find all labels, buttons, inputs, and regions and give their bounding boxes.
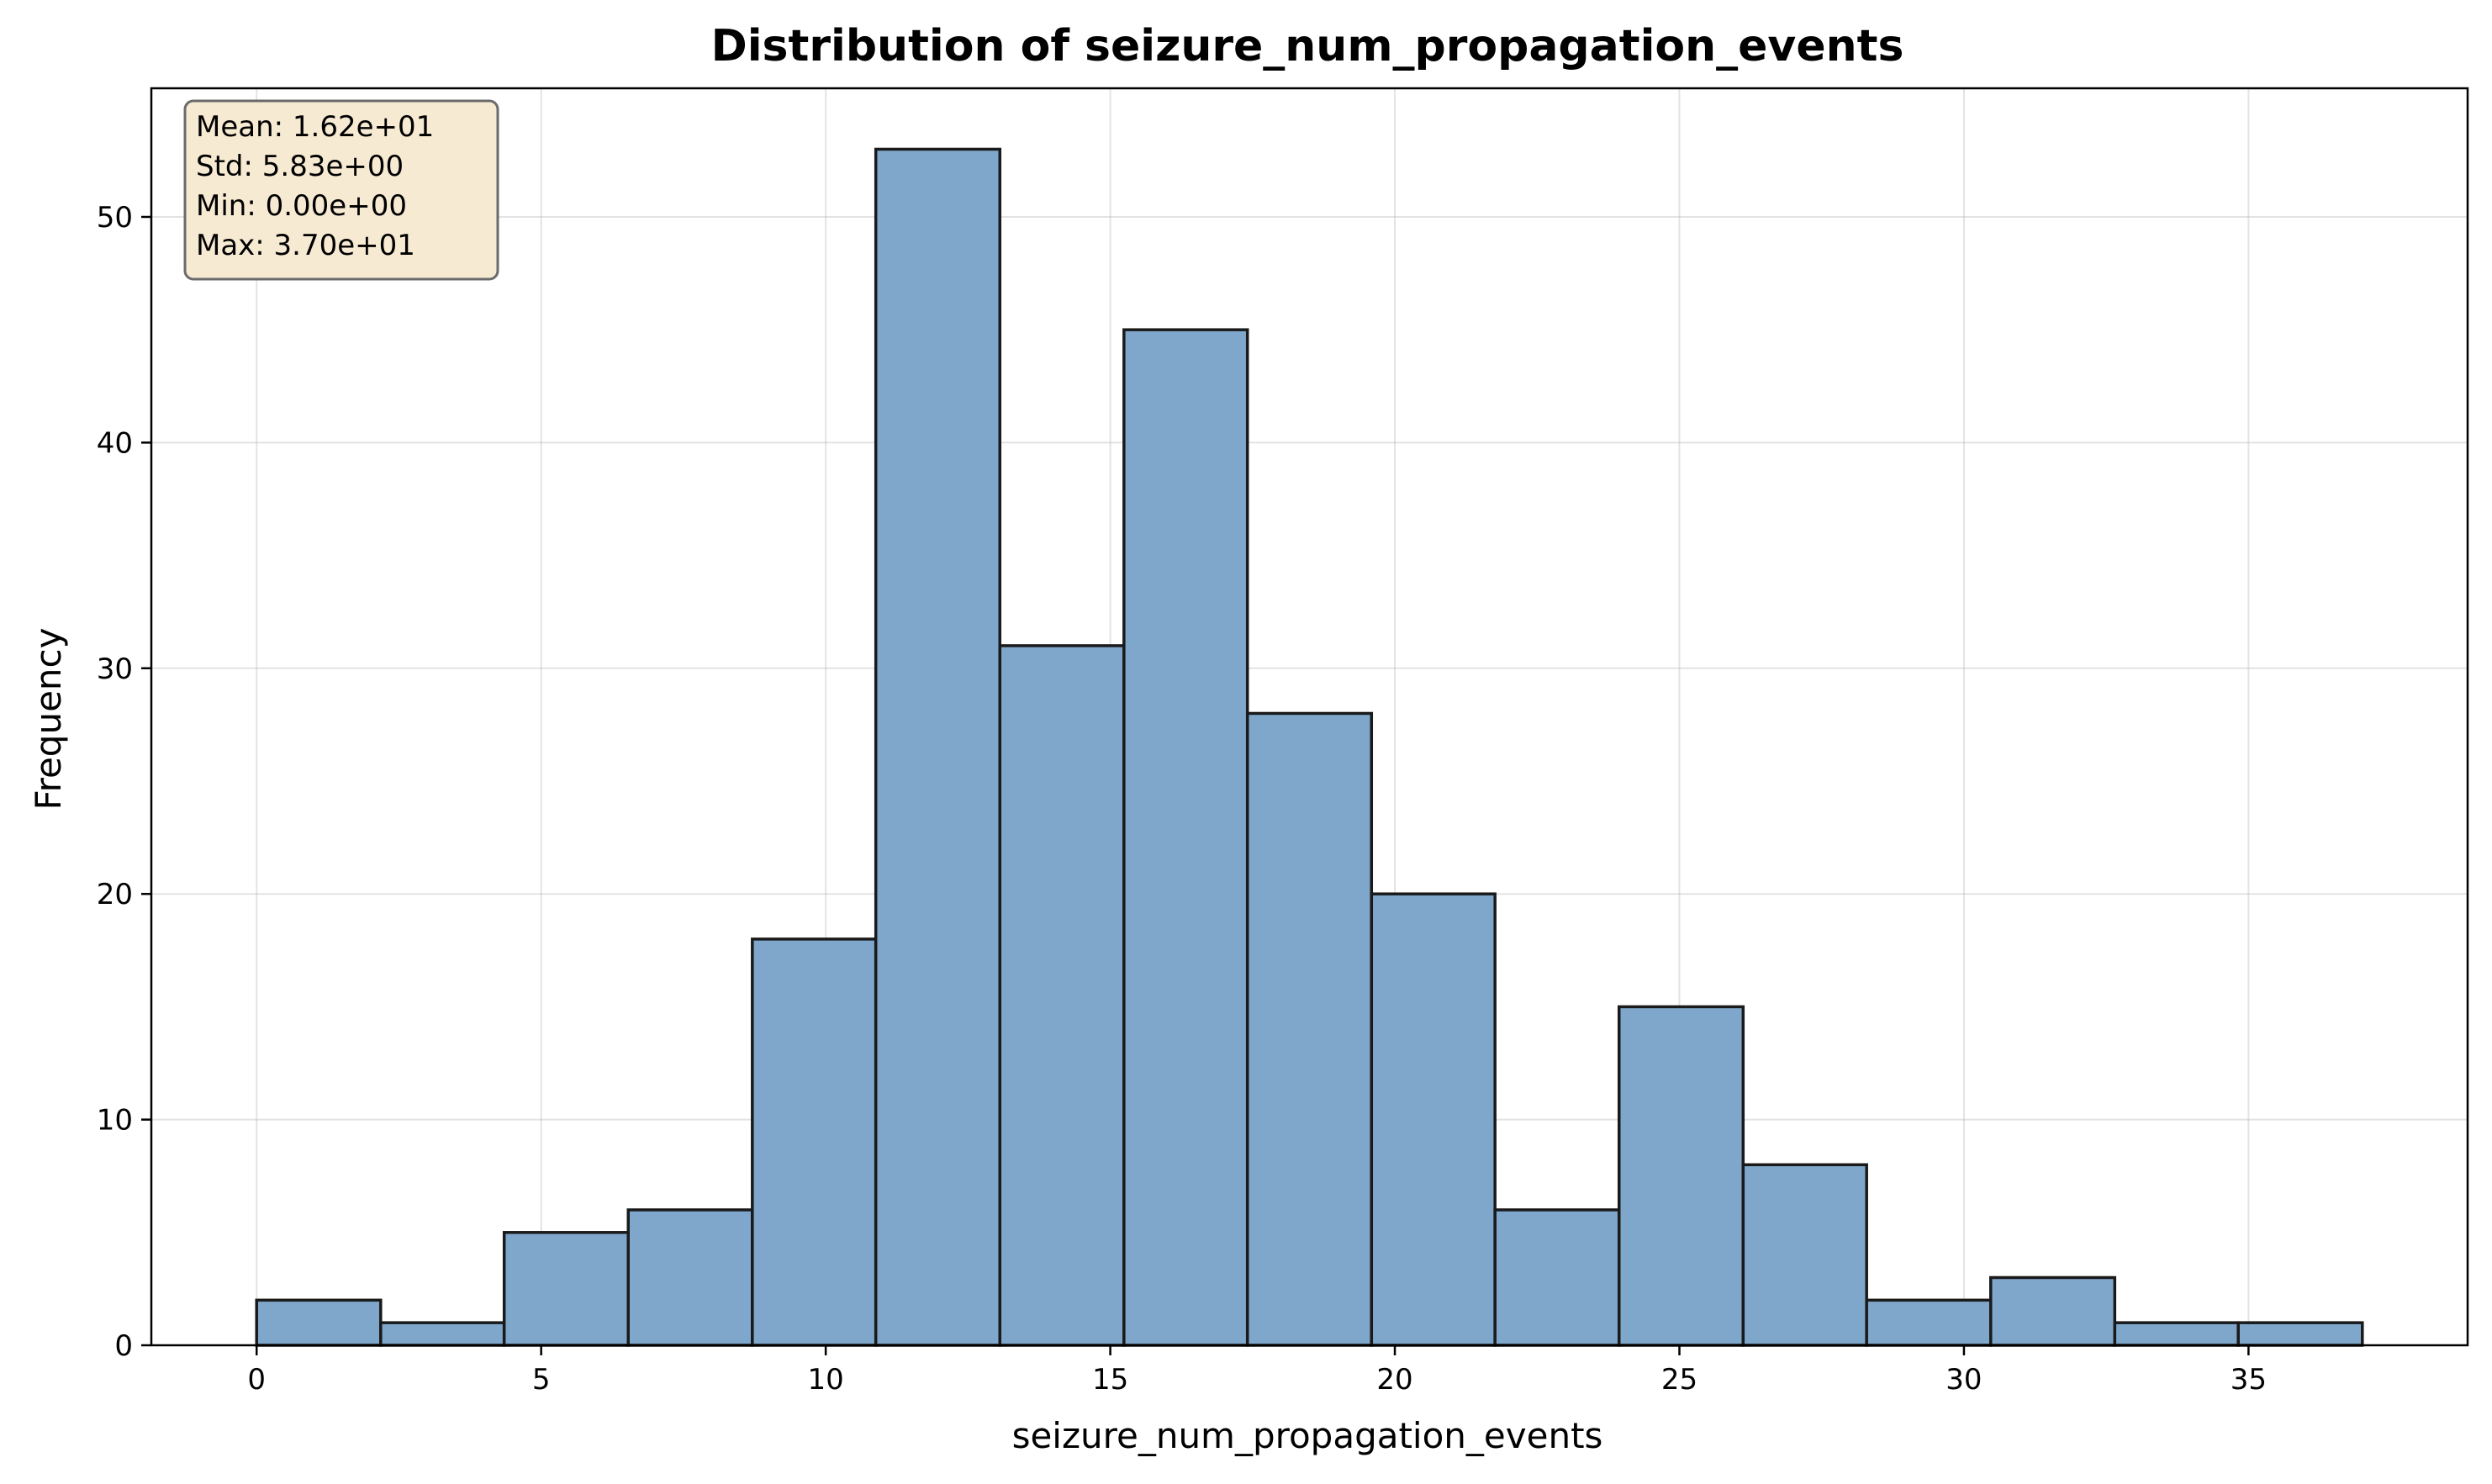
x-tick-label-5: 5: [532, 1363, 551, 1397]
histogram-bar-10: [1493, 1208, 1621, 1347]
stats-min: Min: 0.00e+00: [196, 189, 407, 223]
stats-std: Std: 5.83e+00: [196, 150, 404, 183]
histogram-bar-8: [1245, 711, 1374, 1347]
histogram-bar-11: [1617, 1005, 1745, 1347]
histogram-bar-12: [1741, 1163, 1868, 1347]
histogram-bar-16: [2236, 1321, 2364, 1347]
histogram-bar-14: [1989, 1275, 2117, 1347]
y-tick-label-10: 10: [97, 1104, 133, 1138]
histogram-bar-5: [874, 147, 1002, 1347]
y-tick-label-40: 40: [97, 426, 133, 460]
histogram-bar-7: [1122, 328, 1249, 1347]
x-tick-label-10: 10: [807, 1363, 843, 1397]
histogram-bar-3: [626, 1208, 754, 1347]
x-tick-label-35: 35: [2231, 1363, 2267, 1397]
stats-mean: Mean: 1.62e+01: [196, 110, 434, 144]
histogram-bar-0: [255, 1298, 383, 1347]
histogram-bar-9: [1370, 892, 1497, 1347]
histogram-bar-15: [2113, 1321, 2240, 1347]
stats-box-background: [183, 99, 499, 281]
x-tick-label-25: 25: [1661, 1363, 1697, 1397]
x-tick-label-30: 30: [1946, 1363, 1982, 1397]
histogram-bars: [255, 147, 2364, 1347]
x-axis-label: seizure_num_propagation_events: [1012, 1415, 1603, 1456]
y-tick-label-50: 50: [97, 201, 133, 235]
histogram-bar-6: [998, 644, 1126, 1347]
chart-title: Distribution of seizure_num_propagation_…: [711, 21, 1904, 71]
histogram-bar-13: [1865, 1298, 1993, 1347]
x-tick-label-15: 15: [1092, 1363, 1128, 1397]
x-axis-ticks: 0 5 10 15 20 25 30 35: [247, 1345, 2267, 1397]
plot-area-frame: [150, 87, 2469, 1347]
y-tick-label-20: 20: [97, 878, 133, 911]
y-axis-label: Frequency: [28, 628, 69, 811]
histogram-bar-2: [502, 1231, 630, 1347]
y-tick-label-30: 30: [97, 652, 133, 686]
histogram-bar-1: [379, 1321, 506, 1347]
y-tick-label-0: 0: [114, 1329, 133, 1363]
x-tick-label-0: 0: [247, 1363, 266, 1397]
y-axis-ticks: 0 10 20 30 40 50: [97, 201, 151, 1363]
histogram-bar-4: [751, 937, 878, 1347]
x-tick-label-20: 20: [1376, 1363, 1412, 1397]
stats-box: Mean: 1.62e+01 Std: 5.83e+00 Min: 0.00e+…: [183, 99, 499, 281]
stats-max: Max: 3.70e+01: [196, 229, 415, 262]
